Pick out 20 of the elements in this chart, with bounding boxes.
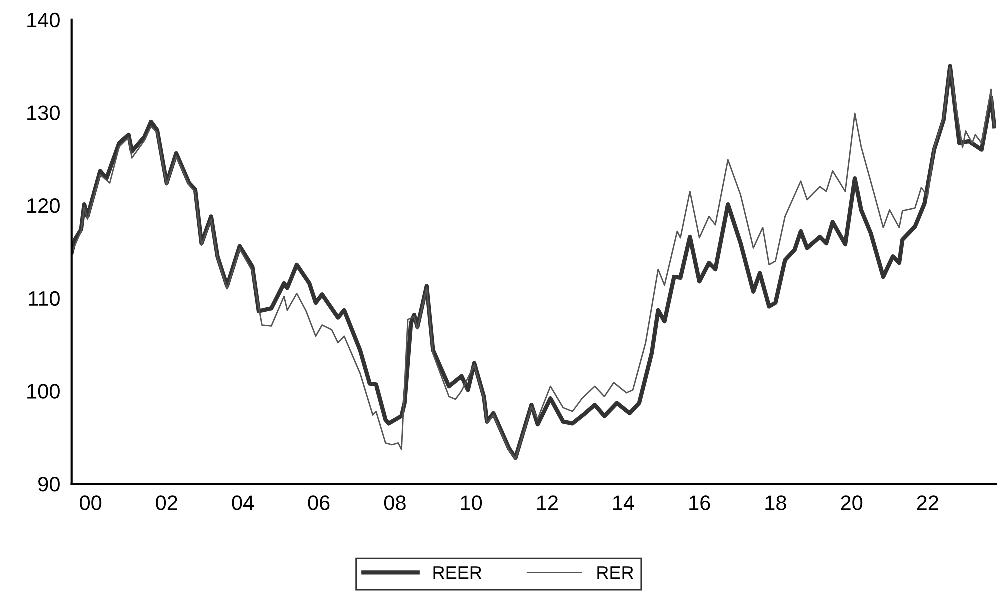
- x-tick-label: 12: [537, 496, 558, 510]
- x-tick-label: 04: [232, 496, 254, 510]
- y-tick-label: 140: [28, 12, 60, 28]
- legend-label: RER: [598, 566, 634, 579]
- x-tick-label: 02: [156, 496, 178, 510]
- y-tick-label: 120: [28, 198, 60, 214]
- y-tick-label: 130: [28, 106, 60, 120]
- y-tick-label: 110: [29, 291, 60, 306]
- x-tick-label: 00: [80, 496, 102, 510]
- legend-label: REER: [434, 566, 482, 579]
- y-tick-label: 90: [38, 477, 60, 492]
- x-tick-label: 08: [384, 496, 406, 510]
- x-tick-label: 16: [690, 496, 710, 510]
- x-tick-label: 18: [766, 496, 786, 510]
- y-tick-label: 100: [28, 384, 60, 399]
- x-tick-label: 22: [917, 496, 938, 510]
- x-tick-label: 10: [461, 496, 482, 510]
- x-tick-label: 20: [841, 496, 863, 510]
- x-tick-label: 06: [308, 496, 330, 510]
- x-tick-label: 14: [613, 496, 634, 510]
